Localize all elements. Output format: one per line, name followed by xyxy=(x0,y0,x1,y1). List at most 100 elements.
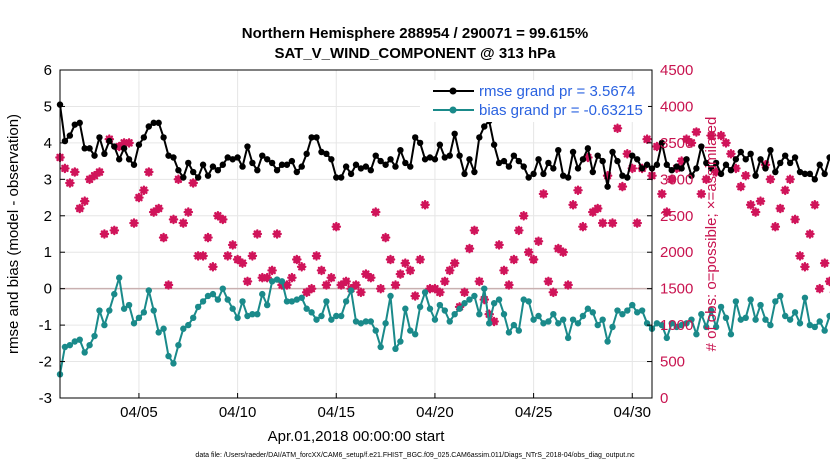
bias-point xyxy=(71,338,79,345)
bias-point xyxy=(461,300,468,307)
bias-point xyxy=(767,321,774,329)
rmse-point xyxy=(732,156,740,163)
y2-tick-label: 1000 xyxy=(660,317,693,334)
rmse-point xyxy=(599,157,606,165)
data-file-footer: data file: /Users/raeder/DAI/ATM_forcXX/… xyxy=(195,452,635,459)
rmse-point xyxy=(421,156,429,163)
bias-point xyxy=(402,305,409,312)
rmse-point xyxy=(727,167,735,174)
rmse-point xyxy=(264,156,271,163)
bias-point xyxy=(328,316,335,323)
obs-star-point xyxy=(459,287,470,298)
obs-star-point xyxy=(198,251,208,261)
bias-point xyxy=(209,290,217,298)
obs-star-point xyxy=(553,243,564,254)
obs-star-point xyxy=(262,272,272,283)
rmse-point xyxy=(555,146,562,154)
bias-point xyxy=(609,323,616,331)
rmse-point xyxy=(614,157,621,165)
obs-star-point xyxy=(390,280,401,290)
rmse-point xyxy=(737,148,744,156)
rmse-point xyxy=(116,156,123,163)
rmse-point xyxy=(530,170,537,178)
obs-star-point xyxy=(518,211,529,221)
obs-star-point xyxy=(336,280,346,290)
obs-star-point xyxy=(218,214,228,225)
obs-star-point xyxy=(124,138,134,148)
rmse-point xyxy=(673,163,680,170)
bias-point xyxy=(254,310,261,318)
obs-star-point xyxy=(99,229,110,239)
bias-point xyxy=(801,294,809,301)
obs-star-point xyxy=(74,203,85,214)
obs-star-point xyxy=(469,225,480,236)
rmse-point xyxy=(560,172,567,179)
legend-rmse-label: rmse grand pr = 3.5674 xyxy=(479,83,635,100)
bias-point xyxy=(318,312,325,320)
rmse-point xyxy=(722,161,730,168)
rmse-point xyxy=(589,168,596,176)
rmse-point xyxy=(239,163,246,170)
rmse-point xyxy=(402,159,409,167)
bias-point xyxy=(712,323,720,331)
rmse-point xyxy=(426,154,434,161)
rmse-point xyxy=(703,159,710,167)
bias-point xyxy=(436,301,444,309)
rmse-point xyxy=(106,137,113,145)
obs-star-point xyxy=(267,265,277,276)
bias-point xyxy=(175,341,182,349)
obs-star-point xyxy=(188,178,198,188)
rmse-point xyxy=(574,165,582,172)
obs-star-point xyxy=(533,236,544,247)
y2-tick-label: 3000 xyxy=(660,171,693,188)
rmse-point xyxy=(66,132,74,139)
rmse-point xyxy=(782,152,789,159)
obs-star-point xyxy=(731,163,741,174)
obs-star-point xyxy=(617,181,628,192)
obs-star-point xyxy=(607,218,618,228)
obs-star-point xyxy=(306,283,317,294)
obs-star-point xyxy=(494,240,504,250)
y-tick-label: 6 xyxy=(44,62,52,79)
bias-point xyxy=(412,331,419,338)
obs-star-point xyxy=(178,218,189,228)
rmse-point xyxy=(461,170,468,178)
bias-point xyxy=(693,331,700,338)
rmse-point xyxy=(101,150,108,158)
y2-tick-label: 4000 xyxy=(660,98,693,115)
rmse-point xyxy=(86,145,93,152)
x-axis-ticks: 04/05 04/10 04/15 04/20 04/25 04/30 xyxy=(120,393,651,421)
rmse-point xyxy=(382,161,389,168)
bias-point xyxy=(91,332,98,340)
rmse-point xyxy=(194,174,202,181)
bias-point xyxy=(495,296,503,303)
y-tick-label: -2 xyxy=(39,354,52,371)
obs-star-point xyxy=(440,276,450,287)
bias-point xyxy=(525,298,532,305)
rmse-point xyxy=(767,146,774,154)
rmse-point xyxy=(431,156,439,163)
x-tick-label: 04/05 xyxy=(120,404,158,421)
rmse-point xyxy=(387,156,394,163)
rmse-point xyxy=(693,165,700,172)
obs-star-point xyxy=(499,265,509,276)
bias-point xyxy=(259,290,266,298)
obs-star-point xyxy=(158,232,169,243)
bias-point xyxy=(530,316,537,323)
bias-point xyxy=(431,316,439,323)
bias-point xyxy=(333,312,340,320)
bias-point xyxy=(811,323,818,331)
obs-star-point xyxy=(257,272,268,283)
bias-point xyxy=(555,320,562,327)
obs-star-point xyxy=(395,269,406,279)
bias-point xyxy=(619,310,626,318)
obs-star-point xyxy=(666,174,677,185)
obs-star-point xyxy=(84,174,95,185)
rmse-point xyxy=(130,161,138,168)
bias-point xyxy=(283,298,291,305)
rmse-point xyxy=(145,123,152,130)
bias-point xyxy=(688,316,695,323)
obs-star-point xyxy=(148,207,159,217)
bias-point xyxy=(278,278,286,285)
